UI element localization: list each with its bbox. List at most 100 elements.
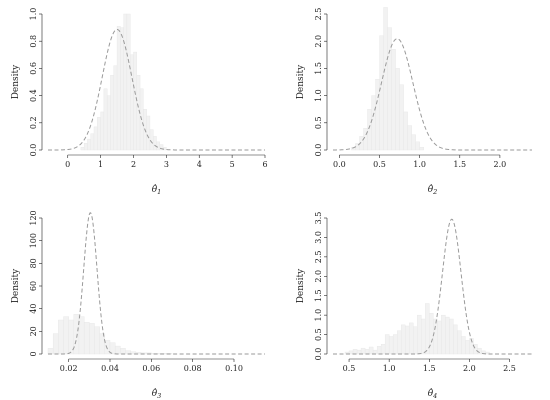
histogram-bar	[120, 348, 126, 355]
histogram-bar	[87, 138, 91, 151]
histogram-bar	[106, 95, 111, 151]
y-tick-label: 2.0	[314, 35, 323, 48]
histogram-bar	[110, 74, 114, 151]
y-tick-label: 80	[29, 258, 38, 268]
x-tick-label: 5	[230, 160, 235, 169]
x-tick-label: 2.0	[494, 160, 507, 169]
y-tick-label: 1.0	[314, 89, 323, 102]
x-axis-label: θ̂2	[428, 184, 438, 196]
histogram-bar	[94, 326, 100, 355]
histogram-bar	[360, 347, 366, 355]
histogram-bar	[371, 95, 376, 151]
y-tick-label: 20	[29, 326, 38, 336]
histogram-bar	[419, 147, 424, 151]
x-tick-label: 0.0	[333, 160, 346, 169]
histogram-bar	[89, 323, 95, 355]
histogram-bar	[364, 349, 370, 355]
histogram-bar	[441, 314, 446, 355]
histogram-bar	[425, 303, 430, 355]
x-tick-label: 0.04	[101, 364, 119, 373]
x-tick-label: 0.5	[373, 160, 386, 169]
histogram-bar	[93, 126, 98, 151]
histogram-bar	[368, 346, 374, 355]
y-tick-label: 0.5	[314, 116, 323, 129]
histogram-bar	[352, 349, 358, 355]
histogram-bar	[100, 111, 105, 151]
y-tick-label: 2.5	[314, 8, 323, 21]
histogram-bar	[429, 313, 434, 355]
histogram-bar	[449, 318, 454, 355]
x-tick-label: 0.10	[225, 364, 243, 373]
histogram-bar	[403, 111, 408, 151]
x-tick-label: 0.5	[343, 364, 356, 373]
y-tick-label: 40	[29, 304, 38, 314]
histogram-bar	[379, 35, 384, 151]
histogram-bar	[52, 333, 59, 355]
histogram-bar	[73, 314, 80, 355]
histogram-bar	[125, 350, 131, 355]
y-tick-label: 1.0	[29, 8, 38, 21]
x-axis-label: θ̂3	[152, 388, 162, 400]
x-tick-label: 1.5	[453, 160, 466, 169]
histogram-bar	[80, 147, 85, 151]
histogram-bar	[376, 346, 382, 355]
y-tick-label: 0.2	[29, 116, 38, 129]
histogram-bar	[356, 349, 362, 355]
y-tick-label: 0.0	[29, 144, 38, 157]
x-tick-label: 1	[98, 160, 103, 169]
y-tick-label: 0.0	[314, 144, 323, 157]
y-tick-label: 3.0	[314, 231, 323, 244]
histogram-bar	[417, 314, 422, 355]
y-tick-label: 2.0	[314, 270, 323, 283]
histogram-bar	[485, 351, 490, 355]
y-axis-label: Density	[296, 268, 306, 303]
y-tick-label: 120	[29, 210, 38, 225]
y-tick-label: 1.0	[314, 309, 323, 322]
histogram-bar	[78, 316, 85, 355]
histogram-bar	[437, 320, 442, 355]
panel-theta2: 0.0 0.5 1.0 1.5 2.0 0.0 0.5 1.0 1.5 2.0 2.5 Density…	[296, 7, 532, 196]
histogram-bar	[83, 142, 88, 151]
histogram-bar	[409, 322, 414, 355]
x-tick-label: 0	[65, 160, 70, 169]
histogram-bar	[90, 133, 95, 151]
panel-theta3: 0.02 0.04 0.06 0.08 0.10 0 20 40 60 80 100 120 Densi…	[11, 210, 265, 400]
histogram-bar	[63, 316, 69, 355]
histogram-bar	[99, 333, 106, 355]
x-tick-label: 3	[164, 160, 169, 169]
histogram-bar	[383, 7, 388, 151]
x-tick-label: 1.0	[413, 160, 426, 169]
density-curve	[48, 28, 265, 151]
histogram-bar	[396, 330, 402, 355]
histogram-bar	[413, 326, 418, 355]
x-tick-label: 0.06	[142, 364, 160, 373]
histogram-bar	[405, 325, 410, 355]
histogram-bar	[146, 115, 151, 151]
histogram-bar	[401, 324, 406, 355]
histogram-bar	[113, 65, 118, 151]
histogram-bar	[156, 141, 160, 151]
histogram-bar	[399, 84, 404, 151]
x-tick-label: 0.02	[60, 364, 78, 373]
y-tick-label: 100	[29, 233, 38, 248]
histogram-bar	[380, 344, 386, 355]
histogram-bar	[461, 336, 466, 355]
histogram-bar	[120, 27, 124, 151]
x-tick-label: 4	[197, 160, 202, 169]
x-tick-label: 2.0	[463, 364, 476, 373]
histogram-bar	[388, 336, 394, 355]
histogram-bar	[149, 129, 154, 151]
histogram-bar	[47, 348, 54, 355]
density-curve	[332, 38, 532, 151]
y-tick-label: 1.5	[314, 62, 323, 75]
histogram-bar	[363, 128, 368, 151]
x-axis-label: θ̂1	[152, 184, 162, 196]
y-tick-label: 3.5	[314, 212, 323, 225]
x-axis-label: θ̂4	[428, 388, 438, 400]
histogram-bar	[415, 141, 420, 151]
y-tick-label: 0.6	[29, 62, 38, 75]
y-tick-label: 0.5	[314, 328, 323, 341]
histogram-bar	[457, 330, 462, 355]
histogram-bar	[153, 136, 157, 151]
y-tick-label: 0	[29, 351, 38, 356]
